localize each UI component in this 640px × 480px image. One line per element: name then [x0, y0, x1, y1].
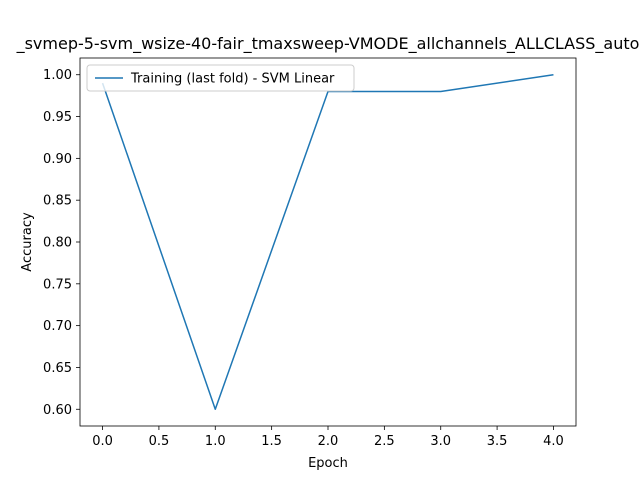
- y-axis: 0.60 0.65 0.70 0.75 0.80 0.85 0.90 0.95 1.00: [43, 68, 80, 418]
- y-tick-label: 0.95: [43, 110, 72, 125]
- x-tick-label: 1.5: [261, 434, 282, 449]
- x-tick-label: 4.0: [543, 434, 564, 449]
- legend-box: [86, 64, 355, 92]
- y-tick-label: 0.60: [43, 403, 72, 418]
- chart-title: _svmep-5-svm_wsize-40-fair_tmaxsweep-VMO…: [16, 34, 640, 54]
- x-tick-label: 1.0: [205, 434, 226, 449]
- x-tick-label: 2.5: [374, 434, 395, 449]
- x-tick-label: 0.5: [149, 434, 170, 449]
- y-tick-label: 1.00: [43, 68, 72, 83]
- x-tick-label: 3.5: [487, 434, 508, 449]
- y-tick-label: 0.70: [43, 319, 72, 334]
- x-tick-label: 0.0: [92, 434, 113, 449]
- plot-area: 0.0 0.5 1.0 1.5 2.0 2.5 3.0 3.5 4.0 0.60 0.65 0.70…: [43, 57, 577, 449]
- y-tick-label: 0.90: [43, 152, 72, 167]
- y-tick-label: 0.65: [43, 361, 72, 376]
- x-axis: 0.0 0.5 1.0 1.5 2.0 2.5 3.0 3.5 4.0: [92, 426, 564, 449]
- x-tick-label: 2.0: [318, 434, 339, 449]
- x-tick-label: 3.0: [430, 434, 451, 449]
- y-axis-label: Accuracy: [20, 212, 35, 272]
- plot-frame: [79, 57, 577, 427]
- y-tick-label: 0.75: [43, 277, 72, 292]
- legend-label: Training (last fold) - SVM Linear: [130, 72, 335, 87]
- x-axis-label: Epoch: [308, 456, 348, 471]
- legend: Training (last fold) - SVM Linear: [86, 64, 355, 92]
- y-tick-label: 0.85: [43, 194, 72, 209]
- y-tick-label: 0.80: [43, 236, 72, 251]
